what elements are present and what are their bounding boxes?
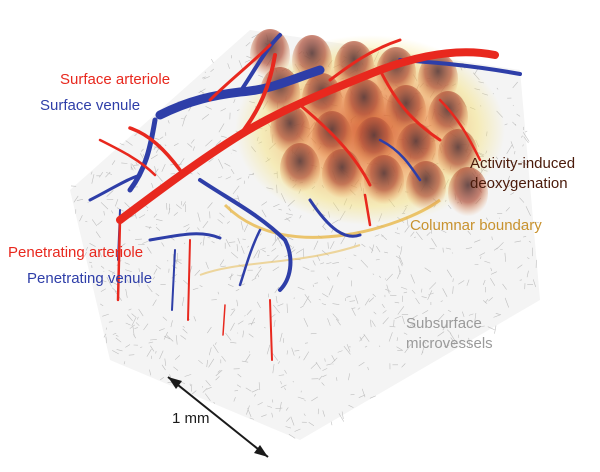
scale-bar-label: 1 mm <box>172 410 210 427</box>
surface-venule-label: Surface venule <box>40 97 141 114</box>
deoxygenation-blob <box>448 167 488 219</box>
deoxygenation-blob <box>364 155 404 207</box>
penetrating-venule-label: Penetrating venule <box>27 270 153 287</box>
subsurface-microvessels-label-line2: microvessels <box>406 335 493 352</box>
surface-arteriole-label: Surface arteriole <box>60 71 171 88</box>
subsurface-microvessels-label-line1: Subsurface <box>406 315 482 332</box>
activity-deoxygenation-label-line2: deoxygenation <box>470 175 568 192</box>
columnar-boundary-label: Columnar boundary <box>410 217 542 234</box>
scale-bar <box>167 376 269 458</box>
penetrating-arteriole-label: Penetrating arteriole <box>8 244 144 261</box>
deoxygenation-blob <box>322 149 362 201</box>
surface-venule-network <box>88 33 522 311</box>
deoxygenation-blob <box>280 143 320 195</box>
activity-deoxygenation-label-line1: Activity-induced <box>470 155 576 172</box>
surface-arteriole-network <box>98 38 499 361</box>
